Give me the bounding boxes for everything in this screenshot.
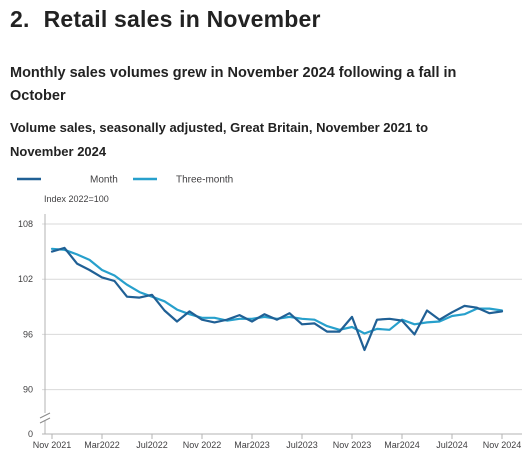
y-tick-label: 108	[18, 219, 33, 229]
y-tick-label: 96	[23, 329, 33, 339]
gridlines	[42, 223, 522, 391]
x-tick-label: Nov 2023	[333, 440, 372, 450]
x-axis: Nov 2021 Mar2022 Jul2022 Nov 2022 Mar2023 Jul…	[33, 433, 522, 450]
x-tick-label: Nov 2021	[33, 440, 72, 450]
y-axis-tick-labels: 0 90 96 102 108	[18, 219, 33, 439]
legend-label-three-month: Three-month	[176, 175, 233, 186]
x-tick-label: Jul2023	[286, 440, 318, 450]
x-tick-label: Mar2024	[384, 440, 420, 450]
y-tick-label: 90	[23, 385, 33, 395]
section-heading: 2. Retail sales in November	[10, 6, 321, 33]
x-tick-label: Nov 2024	[483, 440, 522, 450]
y-tick-label: 0	[28, 429, 33, 439]
y-axis-units-label: Index 2022=100	[44, 194, 109, 204]
x-tick-label: Jul2022	[136, 440, 168, 450]
section-subtitle: Monthly sales volumes grew in November 2…	[10, 65, 457, 104]
chart-legend: Month Three-month	[17, 175, 233, 186]
series-lines	[50, 246, 504, 352]
x-tick-label: Nov 2022	[183, 440, 222, 450]
y-tick-label: 102	[18, 274, 33, 284]
line-chart: Month Three-month Index 2022=100 0 90 96 10…	[17, 175, 522, 450]
section-number: 2.	[10, 6, 30, 32]
x-tick-label: Jul2024	[436, 440, 468, 450]
chart-title: Volume sales, seasonally adjusted, Great…	[10, 120, 429, 159]
axis-break-icon	[39, 214, 51, 434]
legend-label-month: Month	[90, 175, 118, 186]
section-title: Retail sales in November	[43, 6, 321, 32]
x-tick-label: Mar2022	[84, 440, 120, 450]
x-tick-label: Mar2023	[234, 440, 270, 450]
series-line-month	[50, 246, 504, 352]
